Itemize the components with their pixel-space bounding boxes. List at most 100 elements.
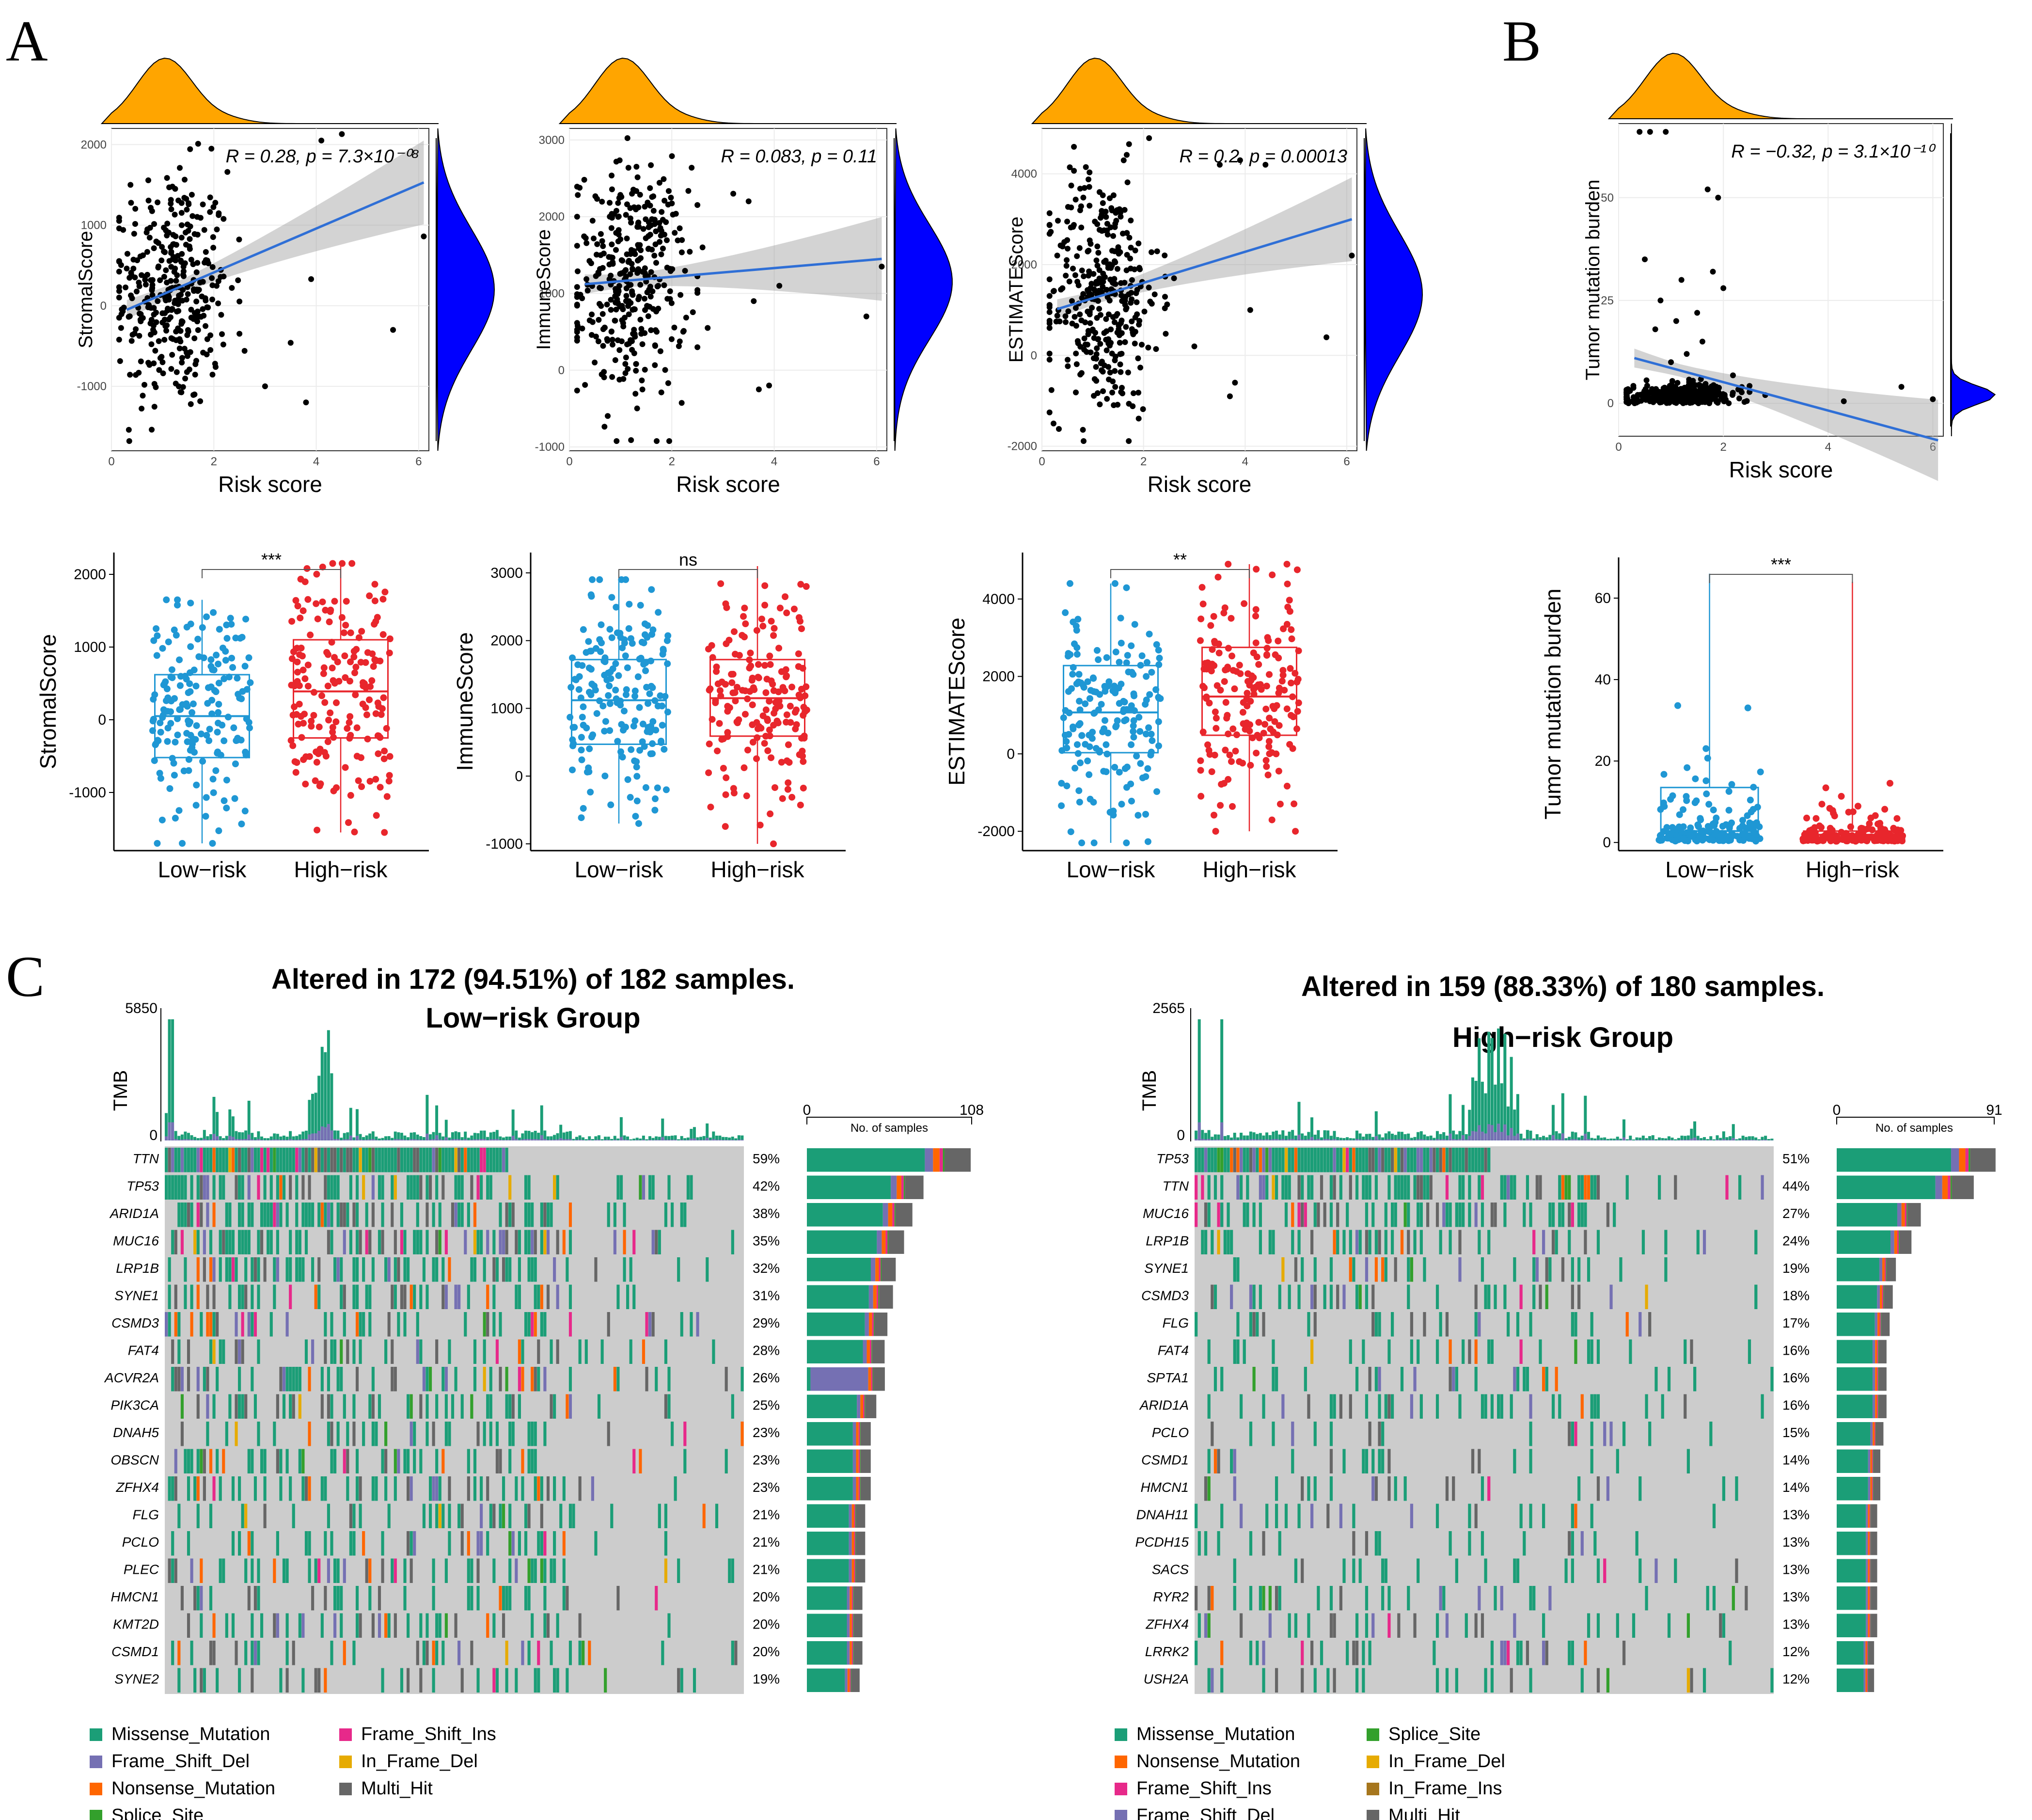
data-point	[1684, 399, 1690, 405]
data-point	[1064, 219, 1071, 225]
mutation-cell	[407, 1449, 410, 1473]
jitter-point	[640, 661, 647, 668]
tmb-bar	[1262, 1139, 1265, 1140]
tmb-max-high: 2565	[1152, 1000, 1185, 1016]
jitter-point	[1857, 835, 1864, 842]
mutation-cell	[171, 1641, 174, 1665]
sample-count-bar	[879, 1285, 893, 1309]
data-point	[1094, 262, 1101, 269]
mutation-cell	[553, 1531, 556, 1556]
jitter-point	[348, 560, 356, 567]
tmb-bar	[1394, 1139, 1397, 1140]
tmb-bar	[1307, 1139, 1310, 1140]
data-point	[1149, 301, 1155, 307]
mutation-cell	[257, 1148, 260, 1172]
percent-label: 23%	[753, 1453, 780, 1468]
mutation-cell	[340, 1586, 343, 1611]
data-point	[1081, 335, 1087, 342]
mutation-cell	[441, 1449, 445, 1473]
data-point	[589, 311, 595, 317]
gene-label: KMT2D	[113, 1617, 159, 1632]
mutation-cell	[410, 1422, 413, 1446]
jitter-point	[731, 650, 739, 658]
data-point	[588, 332, 595, 338]
data-point	[132, 274, 138, 281]
mutation-cell	[200, 1312, 203, 1337]
mutation-cell	[330, 1394, 333, 1419]
x-tick-label: 6	[1930, 441, 1936, 454]
mutation-cell	[387, 1148, 391, 1172]
y-tick-label: -1000	[69, 785, 106, 801]
data-point	[1114, 266, 1120, 272]
y-tick-label: -2000	[1008, 440, 1037, 453]
data-point	[776, 283, 783, 289]
jitter-point	[381, 747, 388, 755]
data-point	[195, 327, 201, 333]
data-point	[1104, 232, 1111, 238]
jitter-point	[598, 621, 605, 628]
mutation-cell	[381, 1558, 384, 1583]
mutation-cell	[171, 1531, 174, 1556]
significance-label: ***	[261, 550, 282, 570]
data-point	[639, 341, 646, 348]
tmb-bar	[499, 1136, 502, 1140]
jitter-point	[580, 626, 587, 633]
jitter-point	[1076, 697, 1083, 705]
jitter-point	[720, 735, 727, 743]
mutation-cell	[454, 1203, 457, 1227]
data-point	[1097, 312, 1103, 318]
data-point	[158, 257, 165, 264]
data-point	[574, 284, 580, 290]
tmb-bar	[190, 1139, 193, 1140]
jitter-point	[633, 758, 640, 765]
mutation-cell	[444, 1367, 448, 1392]
mutation-cell	[384, 1613, 388, 1638]
jitter-point	[1244, 702, 1251, 710]
mutation-cell	[502, 1613, 505, 1638]
tmb-bar	[196, 1138, 200, 1140]
jitter-point	[1262, 757, 1270, 764]
tmb-bar	[1429, 1139, 1433, 1140]
tmb-bar	[365, 1139, 368, 1140]
tmb-bar	[1352, 1138, 1355, 1140]
mutation-cell	[480, 1531, 483, 1556]
sample-count-bar	[807, 1477, 853, 1501]
data-point	[1115, 244, 1121, 251]
mutation-cell	[228, 1148, 232, 1172]
data-point	[170, 241, 176, 248]
data-point	[170, 336, 176, 342]
mutation-cell	[664, 1531, 668, 1556]
data-point	[1059, 243, 1066, 250]
mutation-cell	[251, 1558, 254, 1583]
mutation-cell	[480, 1230, 483, 1254]
data-point	[201, 227, 207, 233]
mutation-cell	[352, 1257, 356, 1282]
mutation-cell	[336, 1422, 340, 1446]
jitter-point	[728, 679, 736, 686]
data-point	[162, 310, 168, 317]
tmb-bar	[683, 1138, 687, 1140]
mutation-cell	[476, 1586, 480, 1611]
tmb-bar	[1336, 1137, 1339, 1140]
data-point	[574, 268, 581, 274]
tmb-bar	[661, 1137, 664, 1140]
mutation-cell	[568, 1230, 572, 1254]
jitter-point	[659, 722, 666, 729]
jitter-point	[1063, 782, 1071, 790]
tmb-bar	[394, 1139, 397, 1140]
tmb-bar	[304, 1139, 308, 1140]
jitter-point	[208, 696, 216, 704]
jitter-point	[785, 779, 792, 786]
jitter-point	[1263, 645, 1271, 652]
tmb-bar	[451, 1139, 454, 1140]
mutation-cell	[298, 1148, 301, 1172]
tmb-bar	[1207, 1130, 1211, 1140]
jitter-point	[782, 593, 789, 601]
mutation-cell	[228, 1257, 232, 1282]
mutation-cell	[537, 1367, 540, 1392]
data-point	[1663, 128, 1669, 135]
tmb-bar	[1217, 1134, 1220, 1140]
jitter-point	[210, 789, 217, 796]
data-point	[207, 194, 213, 201]
data-point	[625, 259, 631, 265]
